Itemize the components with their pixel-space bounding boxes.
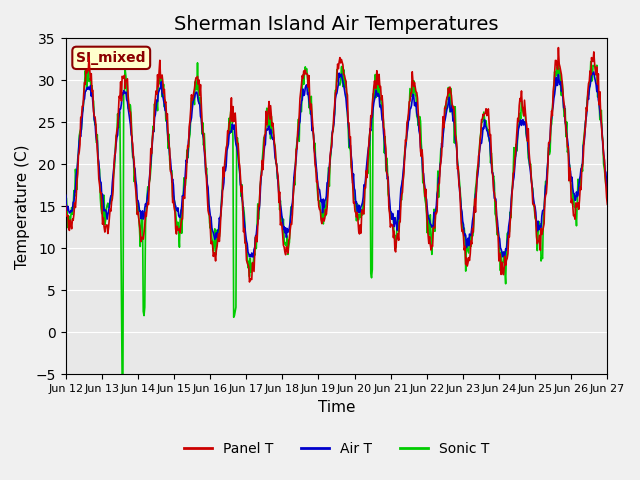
Y-axis label: Temperature (C): Temperature (C)	[15, 144, 30, 269]
Text: SI_mixed: SI_mixed	[77, 51, 146, 65]
Legend: Panel T, Air T, Sonic T: Panel T, Air T, Sonic T	[179, 436, 495, 462]
X-axis label: Time: Time	[318, 400, 355, 415]
Title: Sherman Island Air Temperatures: Sherman Island Air Temperatures	[174, 15, 499, 34]
